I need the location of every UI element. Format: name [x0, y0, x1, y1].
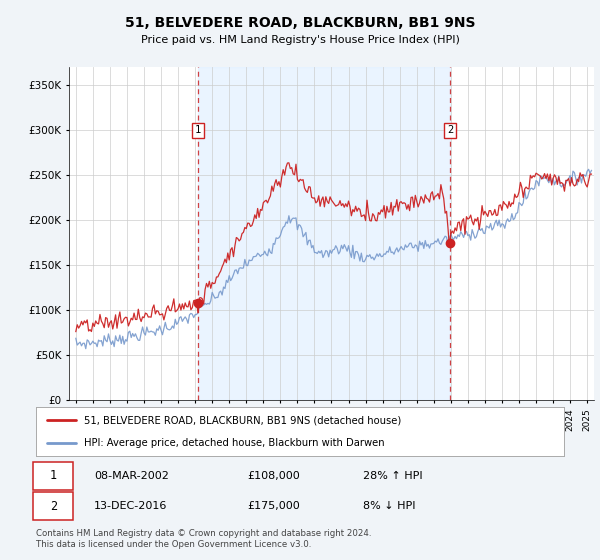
Bar [198, 67, 450, 400]
Text: £108,000: £108,000 [247, 471, 300, 481]
Text: Contains HM Land Registry data © Crown copyright and database right 2024.
This d: Contains HM Land Registry data © Crown c… [36, 529, 371, 549]
FancyBboxPatch shape [34, 492, 73, 520]
Text: 51, BELVEDERE ROAD, BLACKBURN, BB1 9NS: 51, BELVEDERE ROAD, BLACKBURN, BB1 9NS [125, 16, 475, 30]
Text: 13-DEC-2016: 13-DEC-2016 [94, 501, 167, 511]
Text: 51, BELVEDERE ROAD, BLACKBURN, BB1 9NS (detached house): 51, BELVEDERE ROAD, BLACKBURN, BB1 9NS (… [83, 416, 401, 426]
Text: 2: 2 [447, 125, 453, 135]
Text: 8% ↓ HPI: 8% ↓ HPI [364, 501, 416, 511]
Text: 08-MAR-2002: 08-MAR-2002 [94, 471, 169, 481]
Text: 1: 1 [195, 125, 201, 135]
Text: HPI: Average price, detached house, Blackburn with Darwen: HPI: Average price, detached house, Blac… [83, 438, 384, 448]
Text: 1: 1 [50, 469, 57, 483]
FancyBboxPatch shape [34, 462, 73, 490]
Text: 28% ↑ HPI: 28% ↑ HPI [364, 471, 423, 481]
Text: 2: 2 [50, 500, 57, 513]
Text: Price paid vs. HM Land Registry's House Price Index (HPI): Price paid vs. HM Land Registry's House … [140, 35, 460, 45]
Text: £175,000: £175,000 [247, 501, 300, 511]
